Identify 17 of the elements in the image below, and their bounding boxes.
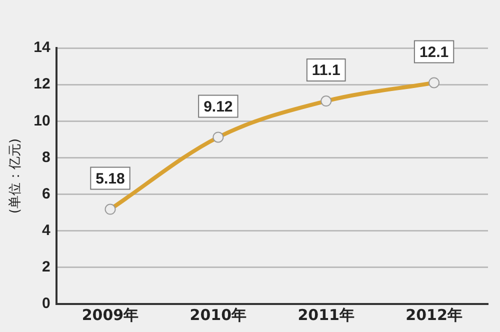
- y-tick-label: 2: [42, 258, 50, 276]
- data-label: 11.1: [312, 62, 340, 80]
- y-tick-label: 8: [42, 148, 50, 166]
- x-tick-label: 2009年: [82, 306, 139, 324]
- data-label: 9.12: [204, 98, 233, 116]
- y-tick-label: 12: [34, 76, 50, 93]
- x-tick-label: 2011年: [298, 306, 354, 324]
- x-tick-label: 2010年: [190, 306, 247, 324]
- data-label: 5.18: [96, 170, 125, 188]
- data-label: 12.1: [419, 44, 449, 61]
- y-tick-label: 4: [42, 222, 51, 239]
- y-tick-label: 6: [42, 185, 50, 202]
- y-tick-label: 14: [34, 39, 51, 56]
- x-tick-label: 2012年: [406, 306, 462, 324]
- y-tick-label: 10: [34, 112, 50, 130]
- y-axis-title: (单位：亿元): [8, 138, 24, 214]
- y-tick-label: 0: [42, 295, 50, 312]
